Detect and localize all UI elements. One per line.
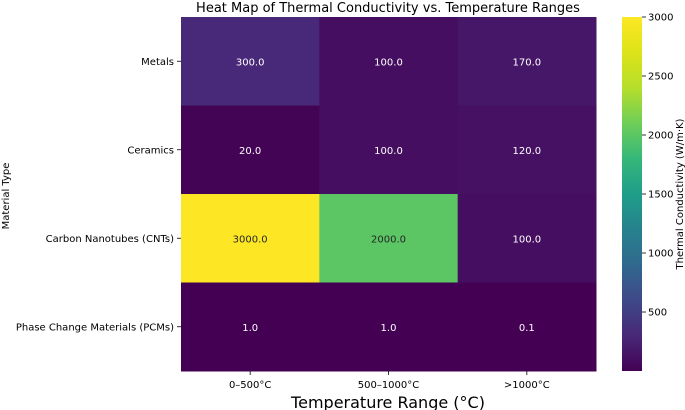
cell-value-label: 100.0 [513, 234, 542, 245]
colorbar-tick-label: 2000 [648, 131, 673, 142]
heatmap-cell [319, 194, 459, 283]
heatmap-cell [457, 105, 597, 195]
heatmap-cell [457, 194, 597, 283]
colorbar-tick-label: 500 [648, 308, 667, 319]
y-tick-label: Metals [141, 57, 174, 68]
heatmap-cells [181, 17, 597, 372]
heatmap-cell-labels: 300.0 100.0 170.0 20.0 100.0 120.0 3000.0 2000.… [233, 57, 541, 334]
heatmap-cell [319, 282, 459, 372]
cell-value-label: 100.0 [374, 146, 403, 157]
cell-value-label: 0.1 [519, 323, 535, 334]
chart-title: Heat Map of Thermal Conductivity vs. Tem… [196, 1, 580, 16]
cell-value-label: 2000.0 [371, 234, 406, 245]
cell-value-label: 300.0 [236, 57, 265, 68]
x-tick-label: >1000°C [504, 380, 550, 391]
heatmap-cell [319, 17, 459, 106]
heatmap-cell [181, 194, 320, 283]
colorbar-tick-label: 1500 [648, 190, 673, 201]
cell-value-label: 20.0 [239, 146, 261, 157]
heatmap-cell [457, 17, 597, 106]
colorbar-ticks: 500 1000 1500 2000 2500 3000 [642, 13, 673, 319]
x-axis-ticks: 0–500°C 500–1000°C >1000°C [229, 371, 550, 391]
x-tick-label: 500–1000°C [358, 380, 420, 391]
heatmap-cell [319, 105, 459, 195]
heatmap-cell [181, 282, 320, 372]
cell-value-label: 120.0 [513, 146, 542, 157]
y-tick-label: Ceramics [127, 145, 174, 156]
cell-value-label: 3000.0 [233, 234, 268, 245]
y-tick-label: Carbon Nanotubes (CNTs) [46, 234, 174, 245]
cell-value-label: 170.0 [513, 57, 542, 68]
colorbar-tick-label: 1000 [648, 249, 673, 260]
x-tick-label: 0–500°C [229, 380, 271, 391]
cell-value-label: 1.0 [242, 323, 258, 334]
cell-value-label: 1.0 [381, 323, 397, 334]
heatmap-cell [181, 105, 320, 195]
x-axis-label: Temperature Range (°C) [290, 393, 485, 410]
colorbar [622, 17, 642, 371]
y-tick-label: Phase Change Materials (PCMs) [16, 322, 174, 333]
colorbar-tick-label: 2500 [648, 72, 673, 83]
heatmap-cell [457, 282, 597, 372]
colorbar-tick-label: 3000 [648, 13, 673, 24]
heatmap-cell [181, 17, 320, 106]
y-axis-label: Material Type [1, 163, 12, 230]
cell-value-label: 100.0 [374, 57, 403, 68]
y-axis-ticks: Metals Ceramics Carbon Nanotubes (CNTs) Pha… [16, 57, 181, 333]
colorbar-label: Thermal Conductivity (W/m·K) [675, 118, 685, 270]
